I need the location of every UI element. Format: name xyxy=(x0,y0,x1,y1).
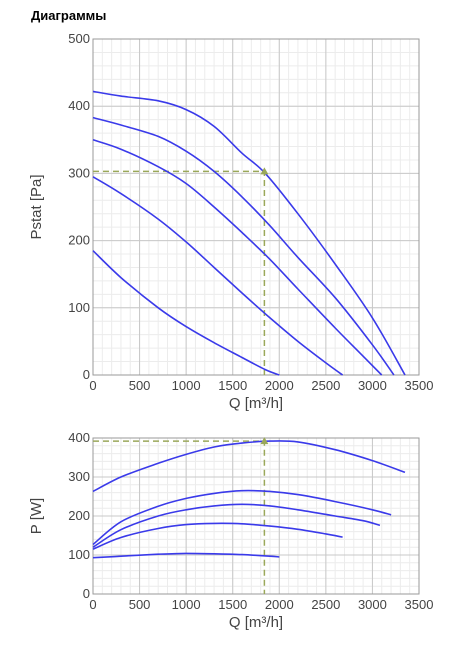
y-tick-label: 400 xyxy=(68,430,90,445)
x-tick-label: 3500 xyxy=(405,597,434,612)
page-title: Диаграммы xyxy=(31,8,107,23)
x-axis-label: Q [m³/h] xyxy=(229,395,283,412)
curve-4 xyxy=(92,522,343,550)
x-tick-label: 2000 xyxy=(265,378,294,393)
y-tick-label: 300 xyxy=(68,469,90,484)
x-tick-label: 2000 xyxy=(265,597,294,612)
x-tick-label: 1500 xyxy=(218,597,247,612)
plot-frame xyxy=(92,38,420,376)
y-tick-label: 400 xyxy=(68,98,90,113)
x-tick-label: 500 xyxy=(129,597,151,612)
plot-frame xyxy=(92,437,420,595)
y-tick-label: 200 xyxy=(68,233,90,248)
pressure-chart: 0 500 1000 1500 2000 2500 3000 3500 0 100 200 300 40… xyxy=(28,31,434,412)
y-axis-label: Pstat [Pa] xyxy=(28,174,45,239)
y-axis-label: P [W] xyxy=(28,498,45,534)
y-tick-label: 0 xyxy=(83,586,90,601)
x-tick-label: 0 xyxy=(89,597,96,612)
y-tick-label: 0 xyxy=(83,367,90,382)
x-tick-label: 3000 xyxy=(358,378,387,393)
curve-2 xyxy=(92,116,395,376)
x-axis-label: Q [m³/h] xyxy=(229,614,283,631)
operating-point-marker xyxy=(260,167,269,175)
curve-3 xyxy=(92,503,381,548)
x-tick-label: 3500 xyxy=(405,378,434,393)
curve-5 xyxy=(92,250,280,376)
x-tick-label: 3000 xyxy=(358,597,387,612)
curve-1 xyxy=(92,90,406,376)
x-tick-label: 500 xyxy=(129,378,151,393)
y-tick-label: 100 xyxy=(68,547,90,562)
y-tick-label: 100 xyxy=(68,300,90,315)
curve-4 xyxy=(92,176,344,376)
curve-3 xyxy=(92,139,383,376)
operating-point-marker xyxy=(260,437,269,445)
curve-5 xyxy=(92,552,280,559)
y-tick-label: 300 xyxy=(68,165,90,180)
x-tick-label: 0 xyxy=(89,378,96,393)
x-tick-label: 1500 xyxy=(218,378,247,393)
x-tick-label: 1000 xyxy=(172,597,201,612)
curve-2 xyxy=(92,489,392,546)
y-tick-label: 500 xyxy=(68,31,90,46)
y-tick-label: 200 xyxy=(68,508,90,523)
plot-area xyxy=(93,39,419,375)
x-tick-label: 2500 xyxy=(311,597,340,612)
x-tick-label: 1000 xyxy=(172,378,201,393)
x-tick-label: 2500 xyxy=(311,378,340,393)
power-chart: 0 500 1000 1500 2000 2500 3000 3500 0 100 200 300 40… xyxy=(28,430,434,631)
curve-1 xyxy=(92,440,406,493)
